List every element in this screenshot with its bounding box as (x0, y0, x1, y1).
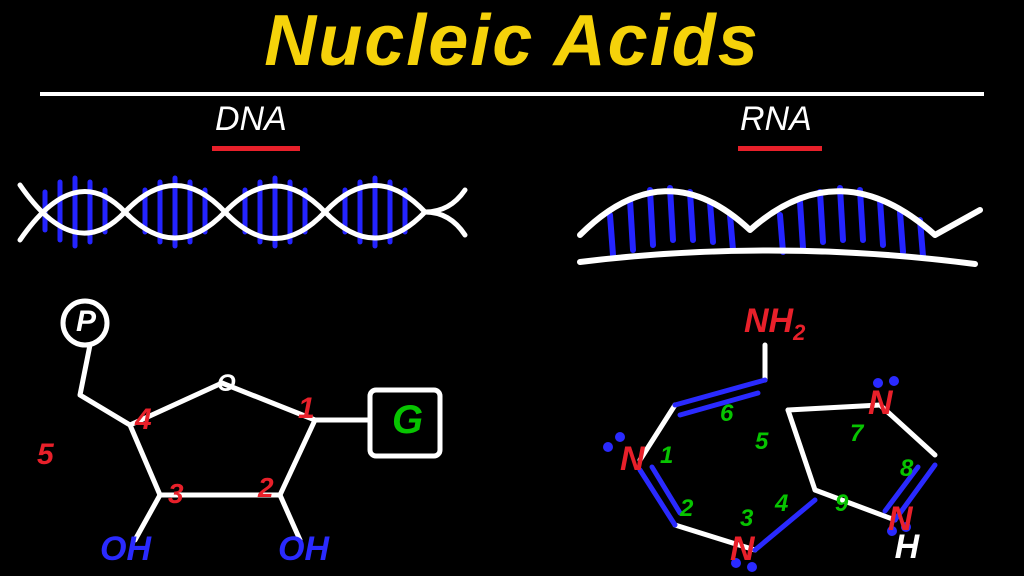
nitrogen-3: N (730, 530, 755, 569)
ring-num-7: 7 (850, 420, 863, 448)
nitrogen-1: N (620, 440, 645, 479)
title-underline (40, 92, 984, 96)
carbon-5: 5 (37, 438, 54, 472)
ring-num-5: 5 (755, 428, 768, 456)
ring-oxygen-label: O (217, 370, 236, 398)
underline-dna (212, 146, 300, 151)
carbon-4: 4 (135, 403, 152, 437)
page-title: Nucleic Acids (0, 0, 1024, 82)
ring-num-3: 3 (740, 505, 753, 533)
ring-num-9: 9 (835, 490, 848, 518)
ring-num-4: 4 (775, 490, 788, 518)
heading-dna: DNA (215, 100, 287, 139)
hydroxyl-2: OH (278, 530, 329, 569)
heading-rna: RNA (740, 100, 812, 139)
carbon-2: 2 (258, 472, 274, 504)
carbon-3: 3 (168, 478, 184, 510)
phosphate-label: P (76, 305, 96, 339)
nitrogen-7: N (868, 384, 893, 423)
amine-label: NH2 (744, 302, 805, 346)
ring-num-6: 6 (720, 400, 733, 428)
ring-num-2: 2 (680, 495, 693, 523)
underline-rna (738, 146, 822, 151)
hydroxyl-3: OH (100, 530, 151, 569)
ring-num-8: 8 (900, 455, 913, 483)
rna-single-strand (575, 160, 1005, 280)
carbon-1: 1 (298, 392, 315, 426)
dna-double-helix (10, 160, 480, 270)
ring-num-1: 1 (660, 442, 673, 470)
base-label: G (392, 398, 423, 443)
nitrogen-9-NH: NH (888, 500, 937, 539)
